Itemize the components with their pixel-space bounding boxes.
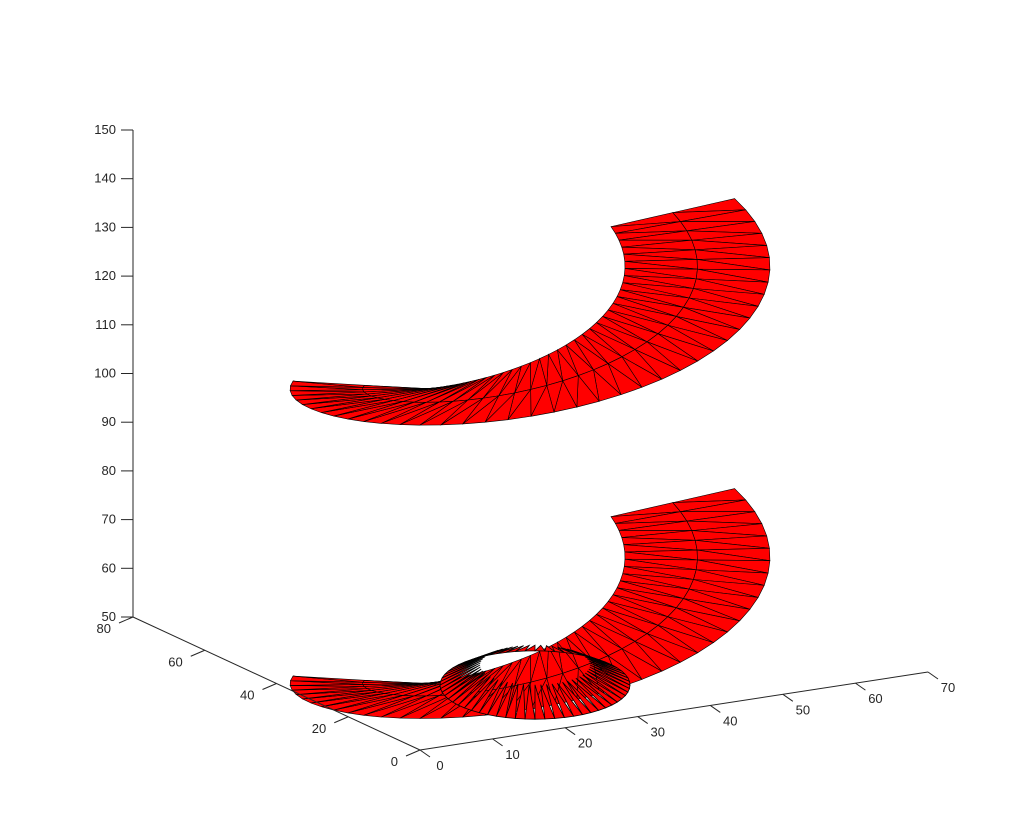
mesh-face [567,680,600,714]
mesh-face [514,684,526,720]
mesh-face [534,644,546,652]
mesh-face [292,380,366,388]
mesh-face [582,674,623,703]
z-tick-label: 150 [94,122,116,137]
x-tick-label: 50 [796,702,810,717]
mesh-face [575,677,613,709]
mesh-face [562,681,592,716]
z-tick-label: 70 [102,512,116,527]
mesh-face [292,675,366,683]
y-tick-label: 60 [168,654,182,669]
x-axis-line [419,671,929,751]
x-tick-label: 60 [868,691,882,706]
mesh-face [571,679,607,711]
z-tick-label: 100 [94,366,116,381]
mesh-face [457,676,491,709]
mesh-face [551,683,575,718]
mesh-face [589,666,631,690]
z-tick-label: 90 [102,414,116,429]
mesh-face [524,684,536,720]
mesh-face [439,662,481,686]
mesh-face [585,672,627,700]
mesh-face [534,684,546,720]
y-tick-mark [334,716,349,724]
mesh-face [505,683,519,719]
x-tick-mark [419,749,431,758]
mesh-face [546,684,565,719]
x-tick-mark [637,716,649,724]
x-tick-label: 40 [723,713,737,728]
z-tick-label: 140 [94,171,116,186]
mesh-face [551,645,565,653]
mesh-face [587,670,629,697]
mesh-face [463,677,495,711]
y-tick-label: 80 [97,621,111,636]
z-axis-ticks: 50 60 70 80 90 100 110 120 130 140 150 [94,122,133,624]
mesh-face [523,644,536,652]
mesh-face [588,668,631,693]
mesh-face [441,668,482,697]
x-tick-mark [855,682,866,691]
z-tick-label: 60 [102,560,116,575]
x-tick-mark [782,693,794,702]
mesh-face [505,645,524,653]
mesh-face [589,664,631,686]
helix-upper-turn [289,198,771,426]
x-tick-mark [492,738,503,747]
mesh-face [444,670,483,700]
y-tick-mark [405,749,421,757]
helix-base [439,644,631,720]
x-tick-label: 30 [650,725,664,740]
mesh-face [447,672,486,703]
x-tick-mark [927,671,939,680]
y-tick-label: 0 [391,754,398,769]
mesh-face [486,681,508,717]
y-tick-mark [190,649,205,657]
mesh-face [364,385,437,390]
x-tick-mark [564,727,576,736]
mesh-face [515,644,531,652]
helix-surface [289,198,771,720]
mesh-face [452,674,488,706]
mesh-face [495,682,514,718]
x-tick-mark [709,705,721,713]
mesh-face [562,647,583,656]
mesh-face [470,679,499,714]
mesh-face [589,662,631,683]
mesh-face [544,644,557,653]
mesh-face [439,660,482,683]
x-tick-label: 70 [941,680,955,695]
y-tick-mark [262,683,277,690]
y-tick-label: 40 [240,688,254,703]
mesh-face [557,682,584,717]
x-axis-ticks: 0 10 20 30 40 50 60 70 [419,671,955,773]
y-tick-label: 20 [312,721,326,736]
mesh-face [496,645,519,655]
helix-lower-turn [289,488,771,719]
z-tick-label: 110 [95,317,116,332]
mesh-face [441,658,483,679]
z-tick-label: 120 [94,268,116,283]
mesh-face [540,684,556,720]
mesh-face [440,666,481,693]
x-tick-label: 10 [505,747,519,762]
mesh-face [487,646,513,656]
mesh-face [478,680,504,716]
mesh-face [364,680,437,685]
y-axis-ticks: 0 20 40 60 80 [97,616,421,769]
z-tick-label: 130 [94,219,116,234]
z-tick-label: 80 [102,463,116,478]
mesh-face [579,676,619,706]
y-tick-mark [118,616,134,624]
z-tick-label: 50 [102,609,116,624]
x-tick-label: 20 [578,736,592,751]
mesh-face [557,646,574,655]
mesh-face [439,664,481,690]
x-tick-label: 0 [436,758,443,773]
